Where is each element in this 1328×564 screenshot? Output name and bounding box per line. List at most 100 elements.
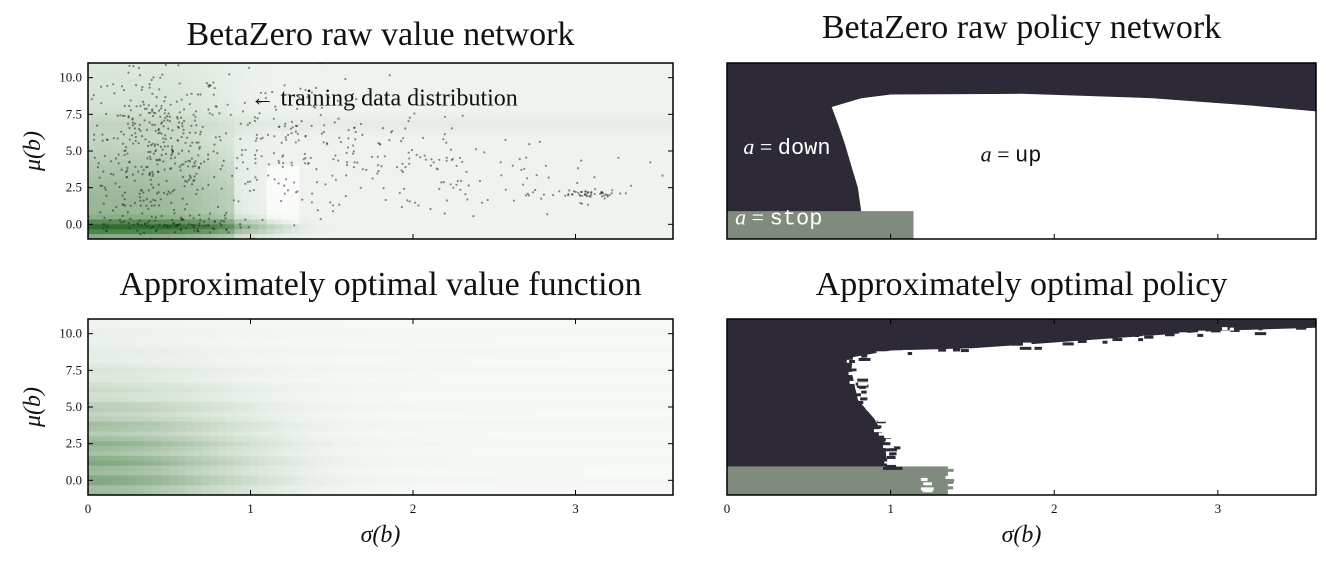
- heatmap-cell: [234, 63, 243, 69]
- training-point: [593, 176, 596, 179]
- heatmap-cell: [404, 77, 414, 84]
- heatmap-cell: [388, 416, 398, 423]
- training-point: [97, 162, 100, 165]
- heatmap-cell: [567, 102, 577, 108]
- heatmap-cell: [274, 204, 284, 211]
- heatmap-cell: [193, 436, 203, 442]
- heatmap-cell: [429, 363, 438, 369]
- heatmap-cell: [234, 126, 243, 133]
- heatmap-cell: [372, 333, 382, 340]
- heatmap-cell: [388, 180, 398, 186]
- heatmap-cell: [323, 460, 333, 467]
- heatmap-cell: [153, 214, 162, 221]
- heatmap-cell: [608, 87, 617, 93]
- heatmap-cell: [226, 170, 235, 177]
- heatmap-cell: [339, 136, 349, 142]
- training-point: [382, 187, 385, 190]
- heatmap-cell: [429, 470, 438, 477]
- heatmap-cell: [258, 170, 268, 177]
- heatmap-cell: [274, 319, 284, 325]
- heatmap-cell: [404, 441, 414, 447]
- heatmap-cell: [404, 87, 414, 93]
- heatmap-cell: [656, 185, 666, 191]
- heatmap-cell: [185, 87, 195, 93]
- heatmap-cell: [177, 348, 187, 354]
- heatmap-cell: [128, 416, 138, 423]
- heatmap-cell: [372, 470, 382, 477]
- heatmap-cell: [185, 151, 195, 157]
- heatmap-cell: [632, 146, 642, 152]
- heatmap-cell: [226, 387, 235, 393]
- heatmap-cell: [201, 170, 211, 177]
- heatmap-cell: [364, 136, 373, 142]
- heatmap-cell: [331, 77, 341, 84]
- heatmap-cell: [388, 387, 398, 393]
- heatmap-cell: [616, 82, 625, 89]
- training-point: [142, 168, 145, 172]
- heatmap-cell: [258, 387, 268, 393]
- heatmap-cell: [299, 209, 308, 216]
- heatmap-cell: [153, 353, 162, 359]
- heatmap-cell: [96, 382, 105, 389]
- heatmap-cell: [88, 451, 97, 457]
- heatmap-cell: [372, 451, 382, 457]
- heatmap-cell: [348, 111, 357, 118]
- heatmap-cell: [250, 387, 260, 393]
- heatmap-cell: [437, 195, 447, 201]
- heatmap-cell: [404, 63, 414, 69]
- heatmap-cell: [234, 214, 243, 221]
- heatmap-cell: [136, 333, 146, 340]
- training-point: [334, 154, 337, 157]
- heatmap-cell: [429, 170, 438, 177]
- heatmap-cell: [551, 121, 560, 128]
- heatmap-cell: [364, 87, 373, 93]
- heatmap-cell: [356, 416, 365, 423]
- heatmap-cell: [193, 136, 203, 142]
- heatmap-cell: [421, 107, 430, 113]
- heatmap-cell: [559, 82, 568, 89]
- heatmap-cell: [136, 407, 146, 413]
- heatmap-cell: [185, 141, 195, 147]
- training-point: [322, 130, 325, 134]
- heatmap-cell: [201, 107, 211, 113]
- heatmap-cell: [575, 87, 585, 93]
- heatmap-cell: [356, 141, 365, 147]
- training-point: [194, 160, 197, 163]
- heatmap-cell: [242, 107, 252, 113]
- heatmap-cell: [348, 485, 357, 491]
- heatmap-cell: [461, 77, 471, 84]
- heatmap-cell: [136, 165, 146, 172]
- heatmap-cell: [404, 136, 414, 142]
- heatmap-cell: [169, 426, 178, 433]
- heatmap-cell: [291, 490, 300, 495]
- heatmap-cell: [242, 348, 252, 354]
- heatmap-cell: [380, 411, 390, 418]
- heatmap-cell: [96, 475, 105, 481]
- heatmap-cell: [96, 204, 105, 211]
- heatmap-cell: [388, 175, 398, 181]
- training-point: [260, 155, 263, 158]
- heatmap-cell: [266, 416, 276, 423]
- heatmap-cell: [209, 323, 219, 330]
- heatmap-cell: [274, 490, 284, 495]
- heatmap-cell: [616, 160, 625, 167]
- heatmap-cell: [388, 328, 398, 335]
- training-point: [540, 197, 543, 200]
- training-point: [472, 215, 475, 218]
- heatmap-cell: [161, 87, 170, 93]
- heatmap-cell: [575, 67, 585, 74]
- heatmap-cell: [144, 480, 154, 486]
- heatmap-cell: [648, 229, 658, 235]
- training-point: [264, 96, 267, 99]
- training-point: [266, 133, 269, 136]
- heatmap-cell: [250, 190, 260, 196]
- heatmap-cell: [380, 121, 390, 128]
- heatmap-cell: [315, 146, 325, 152]
- heatmap-cell: [518, 111, 528, 118]
- heatmap-cell: [177, 455, 187, 462]
- heatmap-cell: [640, 165, 650, 172]
- heatmap-cell: [291, 387, 300, 393]
- heatmap-cell: [518, 146, 528, 152]
- training-point: [191, 165, 194, 168]
- heatmap-cell: [136, 343, 146, 349]
